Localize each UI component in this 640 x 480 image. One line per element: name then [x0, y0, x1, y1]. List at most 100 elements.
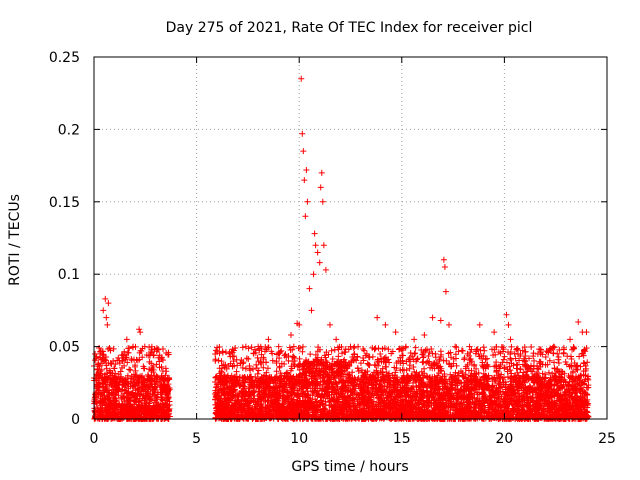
- data-point-mid: [104, 376, 111, 383]
- data-point-mid: [126, 366, 133, 373]
- data-point-dense: [148, 407, 155, 414]
- data-point-dense: [99, 406, 106, 413]
- data-point-dense: [144, 390, 151, 397]
- data-point-dense: [106, 389, 113, 396]
- data-point-dense: [138, 410, 145, 417]
- data-point-mid: [97, 368, 104, 375]
- data-point-mid: [117, 375, 124, 382]
- data-point-mid: [163, 349, 170, 356]
- data-point-mid: [120, 378, 127, 385]
- data-point-mid: [162, 372, 169, 379]
- data-point-mid: [97, 348, 104, 355]
- data-point-mid: [101, 371, 108, 378]
- data-point-dense: [146, 402, 153, 409]
- data-point-dense: [102, 404, 109, 411]
- data-point-mid: [158, 363, 165, 370]
- data-point-mid: [121, 348, 128, 355]
- data-point-mid: [110, 345, 117, 352]
- data-point-mid: [92, 350, 99, 357]
- data-point-dense: [129, 408, 136, 415]
- data-point-dense: [145, 406, 152, 413]
- data-point-dense: [98, 402, 105, 409]
- data-point-mid: [159, 357, 166, 364]
- data-point-mid: [95, 379, 102, 386]
- data-point-dense: [107, 403, 114, 410]
- data-point-dense: [165, 412, 172, 419]
- data-point-mid: [158, 374, 165, 381]
- data-point-dense: [141, 414, 148, 421]
- data-point-mid: [134, 379, 141, 386]
- data-point-mid: [138, 347, 145, 354]
- data-point-dense: [120, 406, 127, 413]
- data-point-dense: [105, 414, 112, 421]
- data-point-dense: [97, 390, 104, 397]
- data-point-mid: [146, 366, 153, 373]
- data-point-dense: [135, 413, 142, 420]
- data-point-mid: [94, 366, 101, 373]
- data-point-dense: [148, 395, 155, 402]
- data-point-mid: [96, 345, 103, 352]
- data-point-mid: [137, 373, 144, 380]
- data-point-dense: [129, 405, 136, 412]
- data-point-dense: [140, 392, 147, 399]
- data-point-dense: [108, 379, 115, 386]
- data-point-mid: [131, 363, 138, 370]
- data-point-mid: [153, 361, 160, 368]
- data-point-dense: [153, 408, 160, 415]
- data-point-mid: [131, 356, 138, 363]
- data-point-mid: [146, 344, 153, 351]
- data-point-mid: [114, 357, 121, 364]
- data-point-mid: [156, 358, 163, 365]
- data-point-mid: [116, 378, 123, 385]
- data-point-dense: [156, 407, 163, 414]
- data-point-dense: [131, 398, 138, 405]
- data-point-dense: [142, 386, 149, 393]
- data-point-dense: [113, 410, 120, 417]
- data-point-dense: [161, 384, 168, 391]
- data-point-mid: [133, 372, 140, 379]
- data-point-mid: [119, 364, 126, 371]
- data-point-mid: [159, 367, 166, 374]
- data-point-dense: [119, 401, 126, 408]
- data-point-mid: [159, 345, 166, 352]
- data-point-dense: [151, 399, 158, 406]
- points-layer: [91, 75, 592, 422]
- data-point-mid: [141, 343, 148, 350]
- data-point-mid: [129, 344, 136, 351]
- data-point-dense: [161, 409, 168, 416]
- data-point-dense: [103, 384, 110, 391]
- data-point-dense: [128, 379, 135, 386]
- data-point-mid: [150, 369, 157, 376]
- data-point-mid: [109, 375, 116, 382]
- data-point-mid: [105, 346, 112, 353]
- data-point-dense: [125, 397, 132, 404]
- data-point-mid: [132, 367, 139, 374]
- grid-layer: [94, 57, 607, 419]
- data-point-mid: [119, 352, 126, 359]
- data-point-mid: [140, 377, 147, 384]
- data-point-dense: [101, 407, 108, 414]
- data-point-mid: [127, 366, 134, 373]
- data-point-dense: [104, 393, 111, 400]
- data-point-dense: [147, 412, 154, 419]
- data-point-dense: [120, 407, 127, 414]
- data-point-dense: [92, 408, 99, 415]
- data-point-dense: [135, 390, 142, 397]
- data-point-dense: [123, 411, 130, 418]
- data-point-mid: [115, 371, 122, 378]
- data-point-mid: [107, 360, 114, 367]
- data-point-mid: [165, 375, 172, 382]
- data-point-mid: [122, 356, 129, 363]
- data-point-dense: [120, 393, 127, 400]
- data-point-mid: [115, 354, 122, 361]
- data-point-dense: [149, 384, 156, 391]
- data-point-dense: [129, 389, 136, 396]
- data-point-mid: [101, 356, 108, 363]
- data-point-dense: [138, 403, 145, 410]
- data-point-mid: [96, 372, 103, 379]
- data-point-mid: [134, 357, 141, 364]
- data-point-dense: [104, 410, 111, 417]
- data-point-dense: [163, 414, 170, 421]
- data-point-dense: [162, 402, 169, 409]
- data-point-mid: [125, 349, 132, 356]
